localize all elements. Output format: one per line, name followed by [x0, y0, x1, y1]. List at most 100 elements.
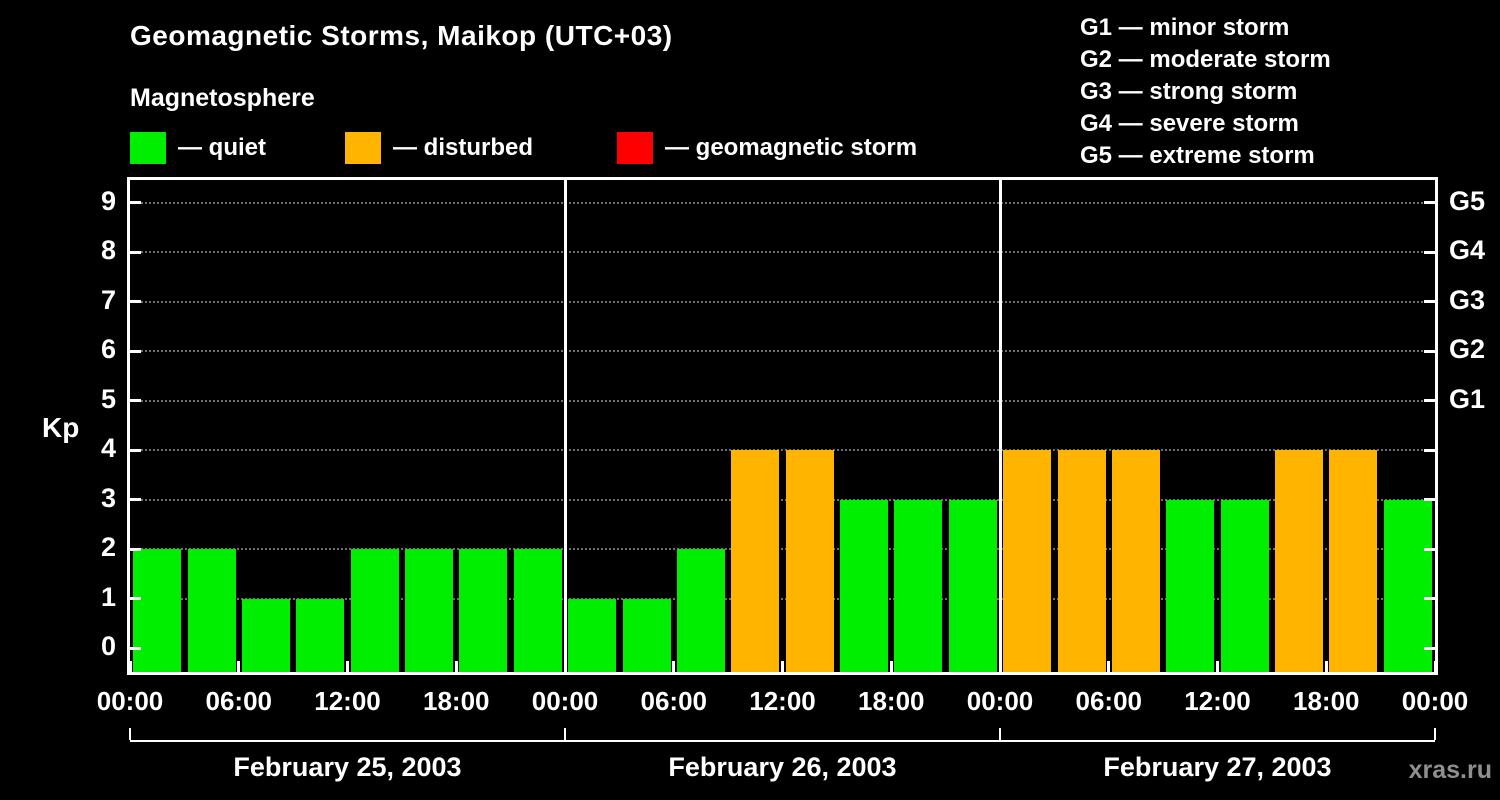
y-tick-right: [1424, 399, 1435, 402]
kp-bar: [241, 598, 290, 672]
legend-item-quiet: — quiet: [130, 131, 266, 165]
storm-swatch-icon: [617, 132, 653, 164]
x-tick: [1216, 661, 1219, 672]
gridline-kp-3: [130, 498, 1435, 501]
right-axis-label-g5: G5: [1449, 185, 1486, 216]
x-tick: [998, 661, 1002, 672]
y-tick-right: [1424, 547, 1435, 551]
page-title: Geomagnetic Storms, Maikop (UTC+03): [130, 20, 673, 51]
x-tick: [128, 661, 132, 672]
kp-bar: [133, 549, 182, 672]
watermark: xras.ru: [1408, 756, 1492, 784]
y-tick-left: [130, 448, 141, 452]
kp-bar: [405, 549, 454, 672]
right-axis-label-g2: G2: [1449, 334, 1486, 364]
legend-item-storm: — geomagnetic storm: [617, 131, 917, 165]
y-tick-left: [130, 300, 141, 303]
kp-bar: [568, 598, 617, 672]
disturbed-swatch-icon: [345, 132, 381, 164]
date-axis-tick: [999, 728, 1001, 740]
y-tick-right: [1424, 498, 1435, 501]
y-tick-left: [130, 201, 141, 204]
kp-bar: [948, 499, 997, 672]
x-tick-label: 18:00: [423, 686, 490, 716]
magnetosphere-label: Magnetosphere: [130, 84, 315, 112]
gridline-kp-6: [130, 350, 1435, 352]
y-tick-label: 0: [100, 631, 116, 661]
x-tick: [1107, 661, 1111, 672]
kp-bar: [513, 549, 562, 672]
y-tick-right: [1424, 201, 1435, 204]
date-axis-tick: [1434, 728, 1436, 740]
kp-bar: [350, 549, 399, 672]
legend-item-disturbed: — disturbed: [345, 131, 533, 165]
date-axis-line: [130, 740, 1435, 742]
storm-scale-line-g1: G1 — minor storm: [1080, 14, 1290, 41]
kp-bar: [1057, 450, 1106, 672]
kp-bar: [1220, 499, 1269, 672]
storm-scale-line-g2: G2 — moderate storm: [1080, 46, 1331, 73]
y-tick-left: [130, 646, 141, 650]
kp-bar: [622, 598, 671, 672]
day-separator: [998, 180, 1002, 672]
x-tick-label: 00:00: [966, 686, 1034, 716]
y-tick-label: 3: [100, 482, 116, 513]
x-tick: [454, 661, 458, 672]
right-axis-label-g3: G3: [1449, 284, 1486, 315]
x-tick: [346, 661, 349, 672]
storm-label: — geomagnetic storm: [665, 134, 918, 161]
gridline-kp-1: [130, 597, 1435, 600]
x-tick-label: 18:00: [1293, 686, 1360, 716]
x-tick-label: 00:00: [1401, 686, 1469, 716]
kp-bar: [1383, 499, 1432, 672]
y-tick-label: 5: [100, 383, 116, 414]
storm-scale-line-g4: G4 — severe storm: [1080, 110, 1299, 137]
x-tick: [237, 661, 241, 672]
kp-bar: [840, 499, 889, 672]
y-tick-label: 6: [100, 334, 116, 364]
storm-scale-line-g3: G3 — strong storm: [1080, 78, 1298, 105]
right-axis-label-g1: G1: [1449, 383, 1486, 414]
y-tick-label: 4: [100, 433, 116, 463]
y-tick-left: [130, 597, 141, 600]
y-tick-right: [1424, 250, 1435, 254]
kp-bar: [1329, 450, 1378, 672]
y-tick-label: 2: [100, 532, 116, 562]
x-tick: [672, 661, 676, 672]
y-axis-label: Kp: [42, 412, 80, 443]
x-tick-label: 00:00: [96, 686, 164, 716]
date-label: February 26, 2003: [668, 752, 897, 782]
x-tick: [889, 661, 893, 672]
y-tick-right: [1424, 646, 1435, 650]
x-tick: [781, 661, 784, 672]
storm-scale-legend: G1 — minor storm G2 — moderate storm G3 — …: [1080, 12, 1331, 172]
x-tick-label: 00:00: [531, 686, 599, 716]
date-axis-tick: [564, 728, 566, 740]
x-tick-label: 12:00: [1184, 686, 1251, 716]
gridline-kp-9: [130, 201, 1435, 204]
x-tick-label: 06:00: [205, 686, 273, 716]
y-tick-left: [130, 498, 141, 501]
x-tick-label: 06:00: [640, 686, 708, 716]
day-separator: [563, 180, 567, 672]
storm-scale-line-g5: G5 — extreme storm: [1080, 142, 1315, 169]
x-tick-label: 12:00: [749, 686, 816, 716]
quiet-label: — quiet: [178, 134, 266, 161]
y-tick-right: [1424, 448, 1435, 452]
y-tick-left: [130, 399, 141, 402]
kp-bar: [459, 549, 508, 672]
date-axis-tick: [129, 728, 131, 740]
y-tick-label: 7: [100, 284, 116, 315]
y-tick-label: 8: [100, 235, 116, 265]
kp-bar: [676, 549, 725, 672]
date-label: February 27, 2003: [1103, 752, 1332, 782]
kp-plot: [127, 177, 1438, 675]
kp-bar: [785, 450, 834, 672]
x-tick-label: 18:00: [858, 686, 925, 716]
gridline-kp-7: [130, 300, 1435, 303]
x-tick-label: 12:00: [314, 686, 381, 716]
disturbed-label: — disturbed: [393, 134, 534, 161]
gridline-kp-4: [130, 449, 1435, 451]
kp-bar: [296, 598, 345, 672]
